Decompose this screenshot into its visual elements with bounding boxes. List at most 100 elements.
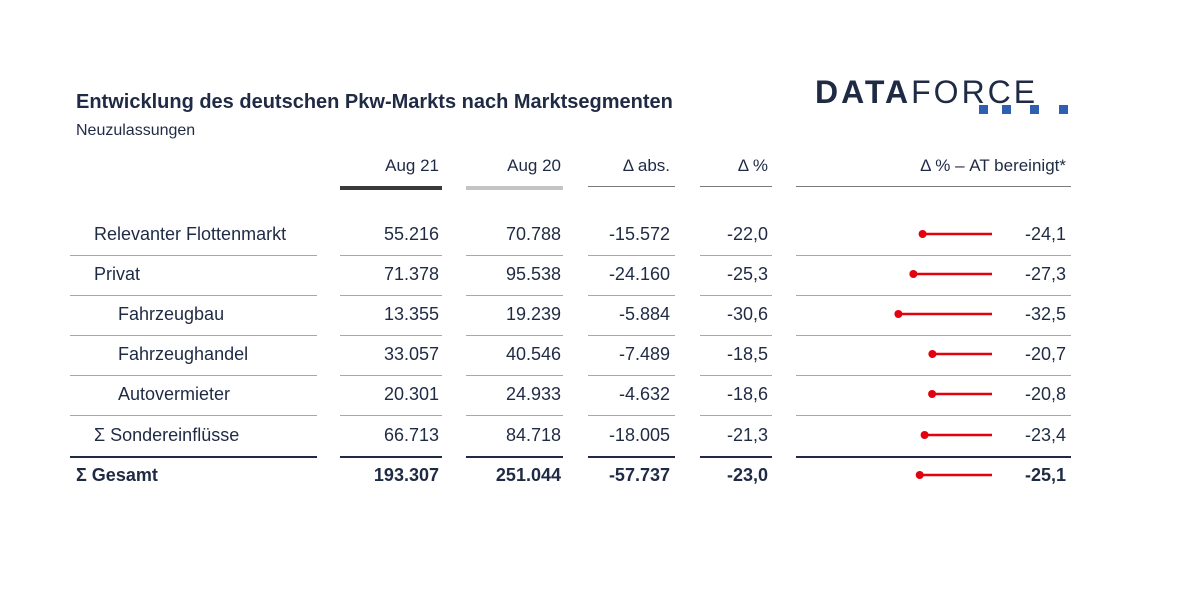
row-separator-line [466,255,563,256]
row-separator-line [700,295,772,296]
cell-aug21: 71.378 [383,264,439,284]
cell-at-label: -20,7 [1024,344,1066,364]
row-separator-line [796,255,1071,256]
cell-aug21: 33.057 [383,344,439,364]
cell-aug20: 95.538 [505,264,561,284]
cell-dpct: -23,0 [726,465,768,485]
cell-aug20: 84.718 [505,425,561,445]
cell-dpct: -18,6 [726,384,768,404]
header-aug21: Aug 21 [385,156,439,175]
cell-dabs: -24.160 [608,264,670,284]
row-separator-line [70,255,317,256]
row-separator-line [588,335,675,336]
at-bar-dot [928,390,937,398]
cell-aug20: 70.788 [505,224,561,244]
logo-dot [1002,105,1011,114]
cell-dpct: -30,6 [726,304,768,324]
at-bar-dot [928,350,937,358]
header-aug20: Aug 20 [507,156,561,175]
row-separator-line [588,255,675,256]
row-separator-line [466,335,563,336]
row-separator-line [340,295,442,296]
row-separator-line [340,255,442,256]
header-delta-pct-at: Δ % – AT bereinigt* [920,156,1066,175]
row-separator-line [70,375,317,376]
row-separator-line [700,335,772,336]
row-label: Σ Gesamt [76,465,158,485]
cell-dabs: -57.737 [608,465,670,485]
row-separator-line [700,375,772,376]
row-label: Σ Sondereinflüsse [94,425,240,445]
cell-dabs: -18.005 [608,425,670,445]
chart-subtitle: Neuzulassungen [76,122,196,139]
cell-at-label: -25,1 [1024,465,1066,485]
row-separator-line [796,295,1071,296]
cell-at-label: -20,8 [1024,384,1066,404]
header-rule-aug20 [466,186,563,190]
row-separator-line [796,335,1071,336]
row-separator-line [70,335,317,336]
cell-aug20: 251.044 [495,465,561,485]
row-separator-line [588,415,675,416]
row-separator-line [588,375,675,376]
logo-part-data: DATA [815,74,912,110]
total-separator-line [340,456,442,458]
logo-wordmark: DATAFORCE [815,74,1038,111]
total-separator-line [70,456,317,458]
logo-dot [1059,105,1068,114]
row-separator-line [466,415,563,416]
row-label: Fahrzeugbau [118,304,225,324]
row-separator-line [588,295,675,296]
cell-aug21: 66.713 [383,425,439,445]
cell-aug20: 40.546 [505,344,561,364]
row-separator-line [700,415,772,416]
logo-dot [1030,105,1039,114]
row-label: Relevanter Flottenmarkt [94,224,287,244]
at-bar-dot [909,270,918,278]
cell-dabs: -7.489 [618,344,670,364]
row-label: Fahrzeughandel [118,344,249,364]
at-bar-dot [920,431,929,439]
cell-at-label: -23,4 [1024,425,1066,445]
at-bar-dot [894,310,903,318]
total-separator-line [796,456,1071,458]
chart-title: Entwicklung des deutschen Pkw-Markts nac… [76,91,673,113]
header-delta-abs: Δ abs. [622,156,670,175]
row-separator-line [70,295,317,296]
header-rule-delta-abs [588,186,675,187]
cell-dpct: -18,5 [726,344,768,364]
header-rule-aug21 [340,186,442,190]
row-label: Privat [94,264,141,284]
cell-aug20: 24.933 [505,384,561,404]
at-bar-dot [918,230,927,238]
row-separator-line [340,415,442,416]
cell-dabs: -4.632 [618,384,670,404]
row-separator-line [70,415,317,416]
cell-dpct: -22,0 [726,224,768,244]
dataforce-logo: DATAFORCE [815,74,1075,118]
at-bar-dot [915,471,924,479]
cell-aug21: 13.355 [383,304,439,324]
cell-dabs: -5.884 [618,304,670,324]
cell-aug21: 20.301 [383,384,439,404]
row-separator-line [466,295,563,296]
cell-dabs: -15.572 [608,224,670,244]
cell-at-label: -24,1 [1024,224,1066,244]
row-label: Autovermieter [118,384,231,404]
row-separator-line [796,375,1071,376]
logo-part-force: FORCE [911,74,1039,110]
row-separator-line [340,375,442,376]
logo-dot [979,105,988,114]
total-separator-line [466,456,563,458]
row-separator-line [340,335,442,336]
header-delta-pct: Δ % [737,156,768,175]
row-separator-line [700,255,772,256]
header-rule-delta-pct [700,186,772,187]
row-separator-line [466,375,563,376]
total-separator-line [588,456,675,458]
cell-aug21: 55.216 [383,224,439,244]
total-separator-line [700,456,772,458]
cell-aug21: 193.307 [373,465,439,485]
cell-dpct: -25,3 [726,264,768,284]
